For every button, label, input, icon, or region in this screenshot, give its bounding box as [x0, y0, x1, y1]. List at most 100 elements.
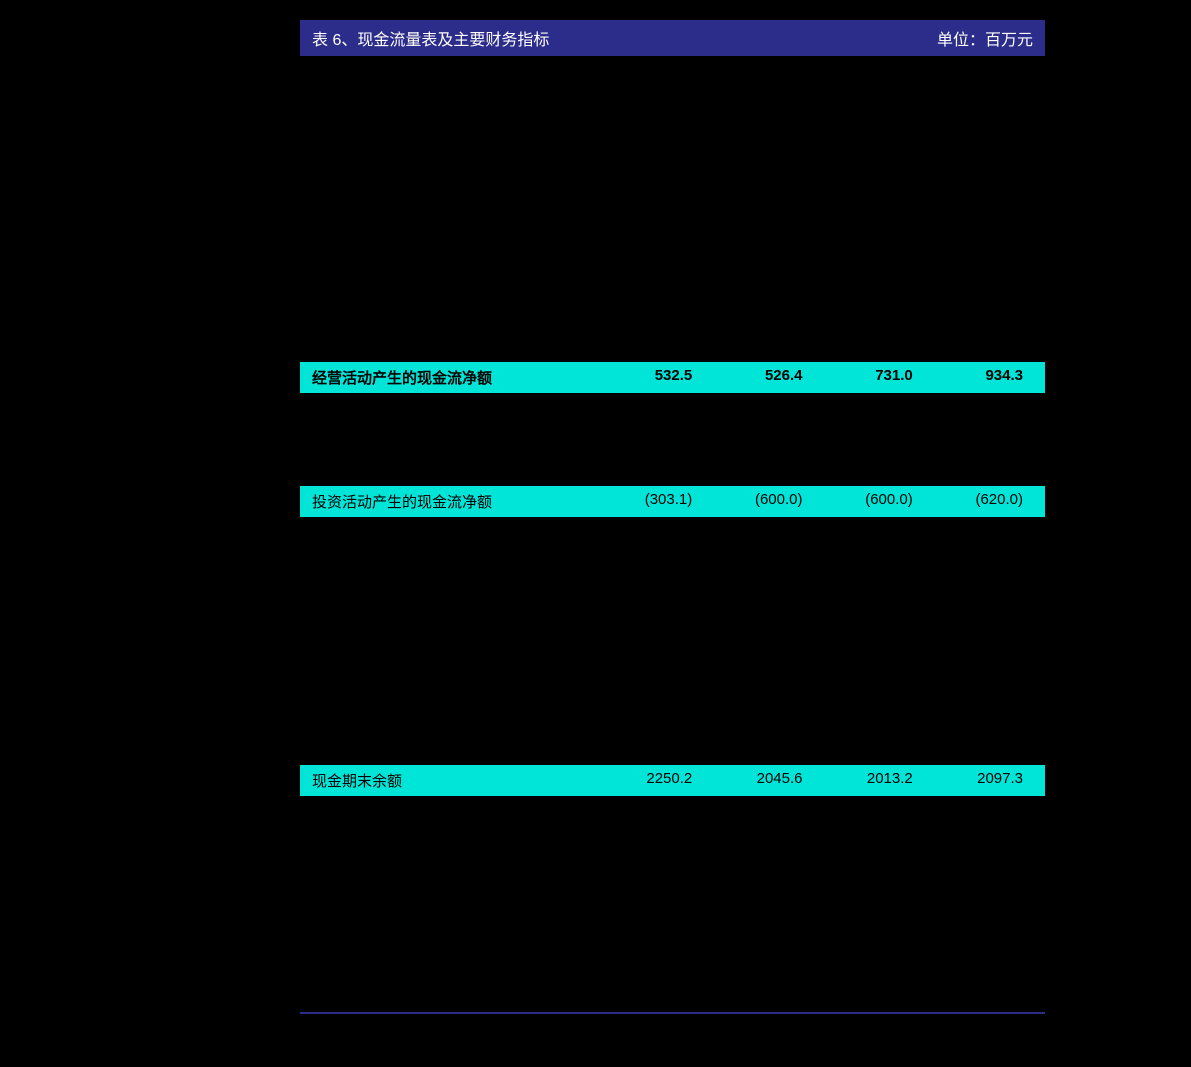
row-label: 资产减值准备	[312, 119, 592, 140]
row-label: EV/EBITDA（X）	[312, 894, 592, 915]
row-label: 股权融资	[312, 553, 592, 574]
row-value: 27.96	[592, 894, 702, 915]
table-row: 筹资成本(334.2)(131.1)(163.4)(230.2)	[300, 610, 1045, 641]
row-label: 债权融资	[312, 522, 592, 543]
row-value: 532.5	[592, 367, 702, 388]
row-value: 84.1	[923, 708, 1033, 729]
row-value: 206.3	[923, 150, 1033, 171]
row-value: (233.4)	[702, 305, 812, 326]
column-header: 2021E	[813, 61, 923, 78]
table-row: 银行贷款增加（减少）0.00.00.00.0	[300, 579, 1045, 610]
row-label: CAGR（%）	[312, 925, 592, 946]
table-row: 现金及现金等价物净增加额(318.4)(204.7)(32.4)84.1	[300, 703, 1045, 734]
row-value: 0.0	[702, 584, 812, 605]
row-value: 6.09	[813, 863, 923, 884]
row-value: (230.2)	[923, 677, 1033, 698]
row-value: 14.30	[923, 894, 1033, 915]
row-value: 1.78	[592, 956, 702, 977]
row-value: (547.7)	[592, 677, 702, 698]
row-value: 28.6%	[702, 925, 812, 946]
row-label: 财务费用	[312, 212, 592, 233]
row-value: (303.1)	[592, 491, 702, 512]
column-header-spacer	[312, 61, 592, 78]
row-label: 投资损失	[312, 243, 592, 264]
row-value: 0.0	[813, 553, 923, 574]
row-value: 138.0	[592, 150, 702, 171]
row-value: 8.30	[592, 832, 702, 853]
row-value: (620.0)	[923, 491, 1033, 512]
row-value: 0.0	[813, 398, 923, 419]
row-value: 0.0	[592, 181, 702, 202]
row-value: 824.1	[813, 88, 923, 109]
table-body: 2019A2020E2021E2022E净利润508.5640.8824.110…	[300, 56, 1045, 1044]
row-value: 22.8%	[592, 925, 702, 946]
row-value: (28.7)	[813, 243, 923, 264]
table-header: 表 6、现金流量表及主要财务指标 单位：百万元	[300, 20, 1045, 56]
table-row: 资产减值准备16.9(17.2)16.318.1	[300, 114, 1045, 145]
row-value: 1.8	[813, 336, 923, 357]
row-value: 152.6	[702, 150, 812, 171]
row-label: 经营活动产生的现金流净额	[312, 367, 592, 388]
row-value: (0.8)	[702, 274, 812, 295]
row-value: 8.7	[813, 212, 923, 233]
row-label: PEG（X）	[312, 956, 592, 977]
row-value: 16.9	[592, 119, 702, 140]
table-row: 其它(267.3)0.00.00.0	[300, 641, 1045, 672]
row-value: (0.8)	[813, 274, 923, 295]
row-value: 32.16	[702, 801, 812, 822]
row-value: (24.8)	[592, 243, 702, 264]
row-value: 8.7	[702, 212, 812, 233]
row-value: (600.0)	[702, 460, 812, 481]
row-value: 24.0%	[923, 987, 1033, 1008]
row-label: 其它	[312, 646, 592, 667]
row-value: 0.0	[923, 646, 1033, 667]
row-value: 0.0	[923, 522, 1033, 543]
row-value: 185.7	[813, 150, 923, 171]
table-row: 其它(48.4)1.81.81.8	[300, 331, 1045, 362]
table-row: 经营活动产生的现金流净额532.5526.4731.0934.3	[300, 362, 1045, 393]
row-value: 40.51	[592, 801, 702, 822]
row-value: (600.0)	[702, 491, 812, 512]
table-row: 现金期初余额2568.62250.22045.62013.2	[300, 734, 1045, 765]
table-row: P/B（X）8.307.075.914.91	[300, 827, 1045, 858]
row-value: 0.0	[702, 181, 812, 202]
table-row: 债权融资(59.2)0.00.00.0	[300, 517, 1045, 548]
table-row: ROA（%）17.3%18.4%19.6%20.0%	[300, 1013, 1045, 1044]
row-value: (163.4)	[813, 615, 923, 636]
row-value: 112.9	[592, 553, 702, 574]
row-label: 现金期初余额	[312, 739, 592, 760]
row-label: 投资活动产生的现金流净额	[312, 491, 592, 512]
row-value: 640.8	[702, 88, 812, 109]
table-row: 资本开支(430.4)0.00.00.0	[300, 393, 1045, 424]
table-row: 长期投资119.20.00.00.0	[300, 424, 1045, 455]
row-value: (0.8)	[923, 274, 1033, 295]
table-row: 净利润508.5640.8824.11007.3	[300, 83, 1045, 114]
row-value: 22.67	[702, 894, 812, 915]
row-value: 1.12	[813, 956, 923, 977]
column-header: 2020E	[702, 61, 812, 78]
row-value: 0.0	[592, 584, 702, 605]
row-value: 22.0%	[702, 987, 812, 1008]
row-value: (17.2)	[702, 119, 812, 140]
row-value: (430.4)	[592, 398, 702, 419]
row-label: 少数股东损益	[312, 274, 592, 295]
row-value: 23.7%	[813, 987, 923, 1008]
row-label: 营运资金变动	[312, 305, 592, 326]
row-value: 0.0	[813, 522, 923, 543]
table-row: 筹资活动产生的现金流净额(547.7)(131.1)(163.4)(230.2)	[300, 672, 1045, 703]
row-value: (163.4)	[813, 677, 923, 698]
table-row: EV/EBITDA（X）27.9622.6717.5014.30	[300, 889, 1045, 920]
row-value: 934.3	[923, 367, 1033, 388]
row-value: 0.0	[702, 553, 812, 574]
row-value: (204.7)	[702, 708, 812, 729]
table-row: ROE（%）20.5%22.0%23.7%24.0%	[300, 982, 1045, 1013]
row-value: 0.0	[923, 181, 1033, 202]
row-value: 17.3%	[592, 1018, 702, 1039]
row-value: (59.2)	[592, 522, 702, 543]
row-value: (276.2)	[813, 305, 923, 326]
column-header: 2019A	[592, 61, 702, 78]
row-value: (230.2)	[923, 615, 1033, 636]
row-label: 银行贷款增加（减少）	[312, 584, 592, 605]
table-row: 投资损失(24.8)(26.2)(28.7)(31.4)	[300, 238, 1045, 269]
table-title-right: 单位：百万元	[937, 26, 1033, 50]
